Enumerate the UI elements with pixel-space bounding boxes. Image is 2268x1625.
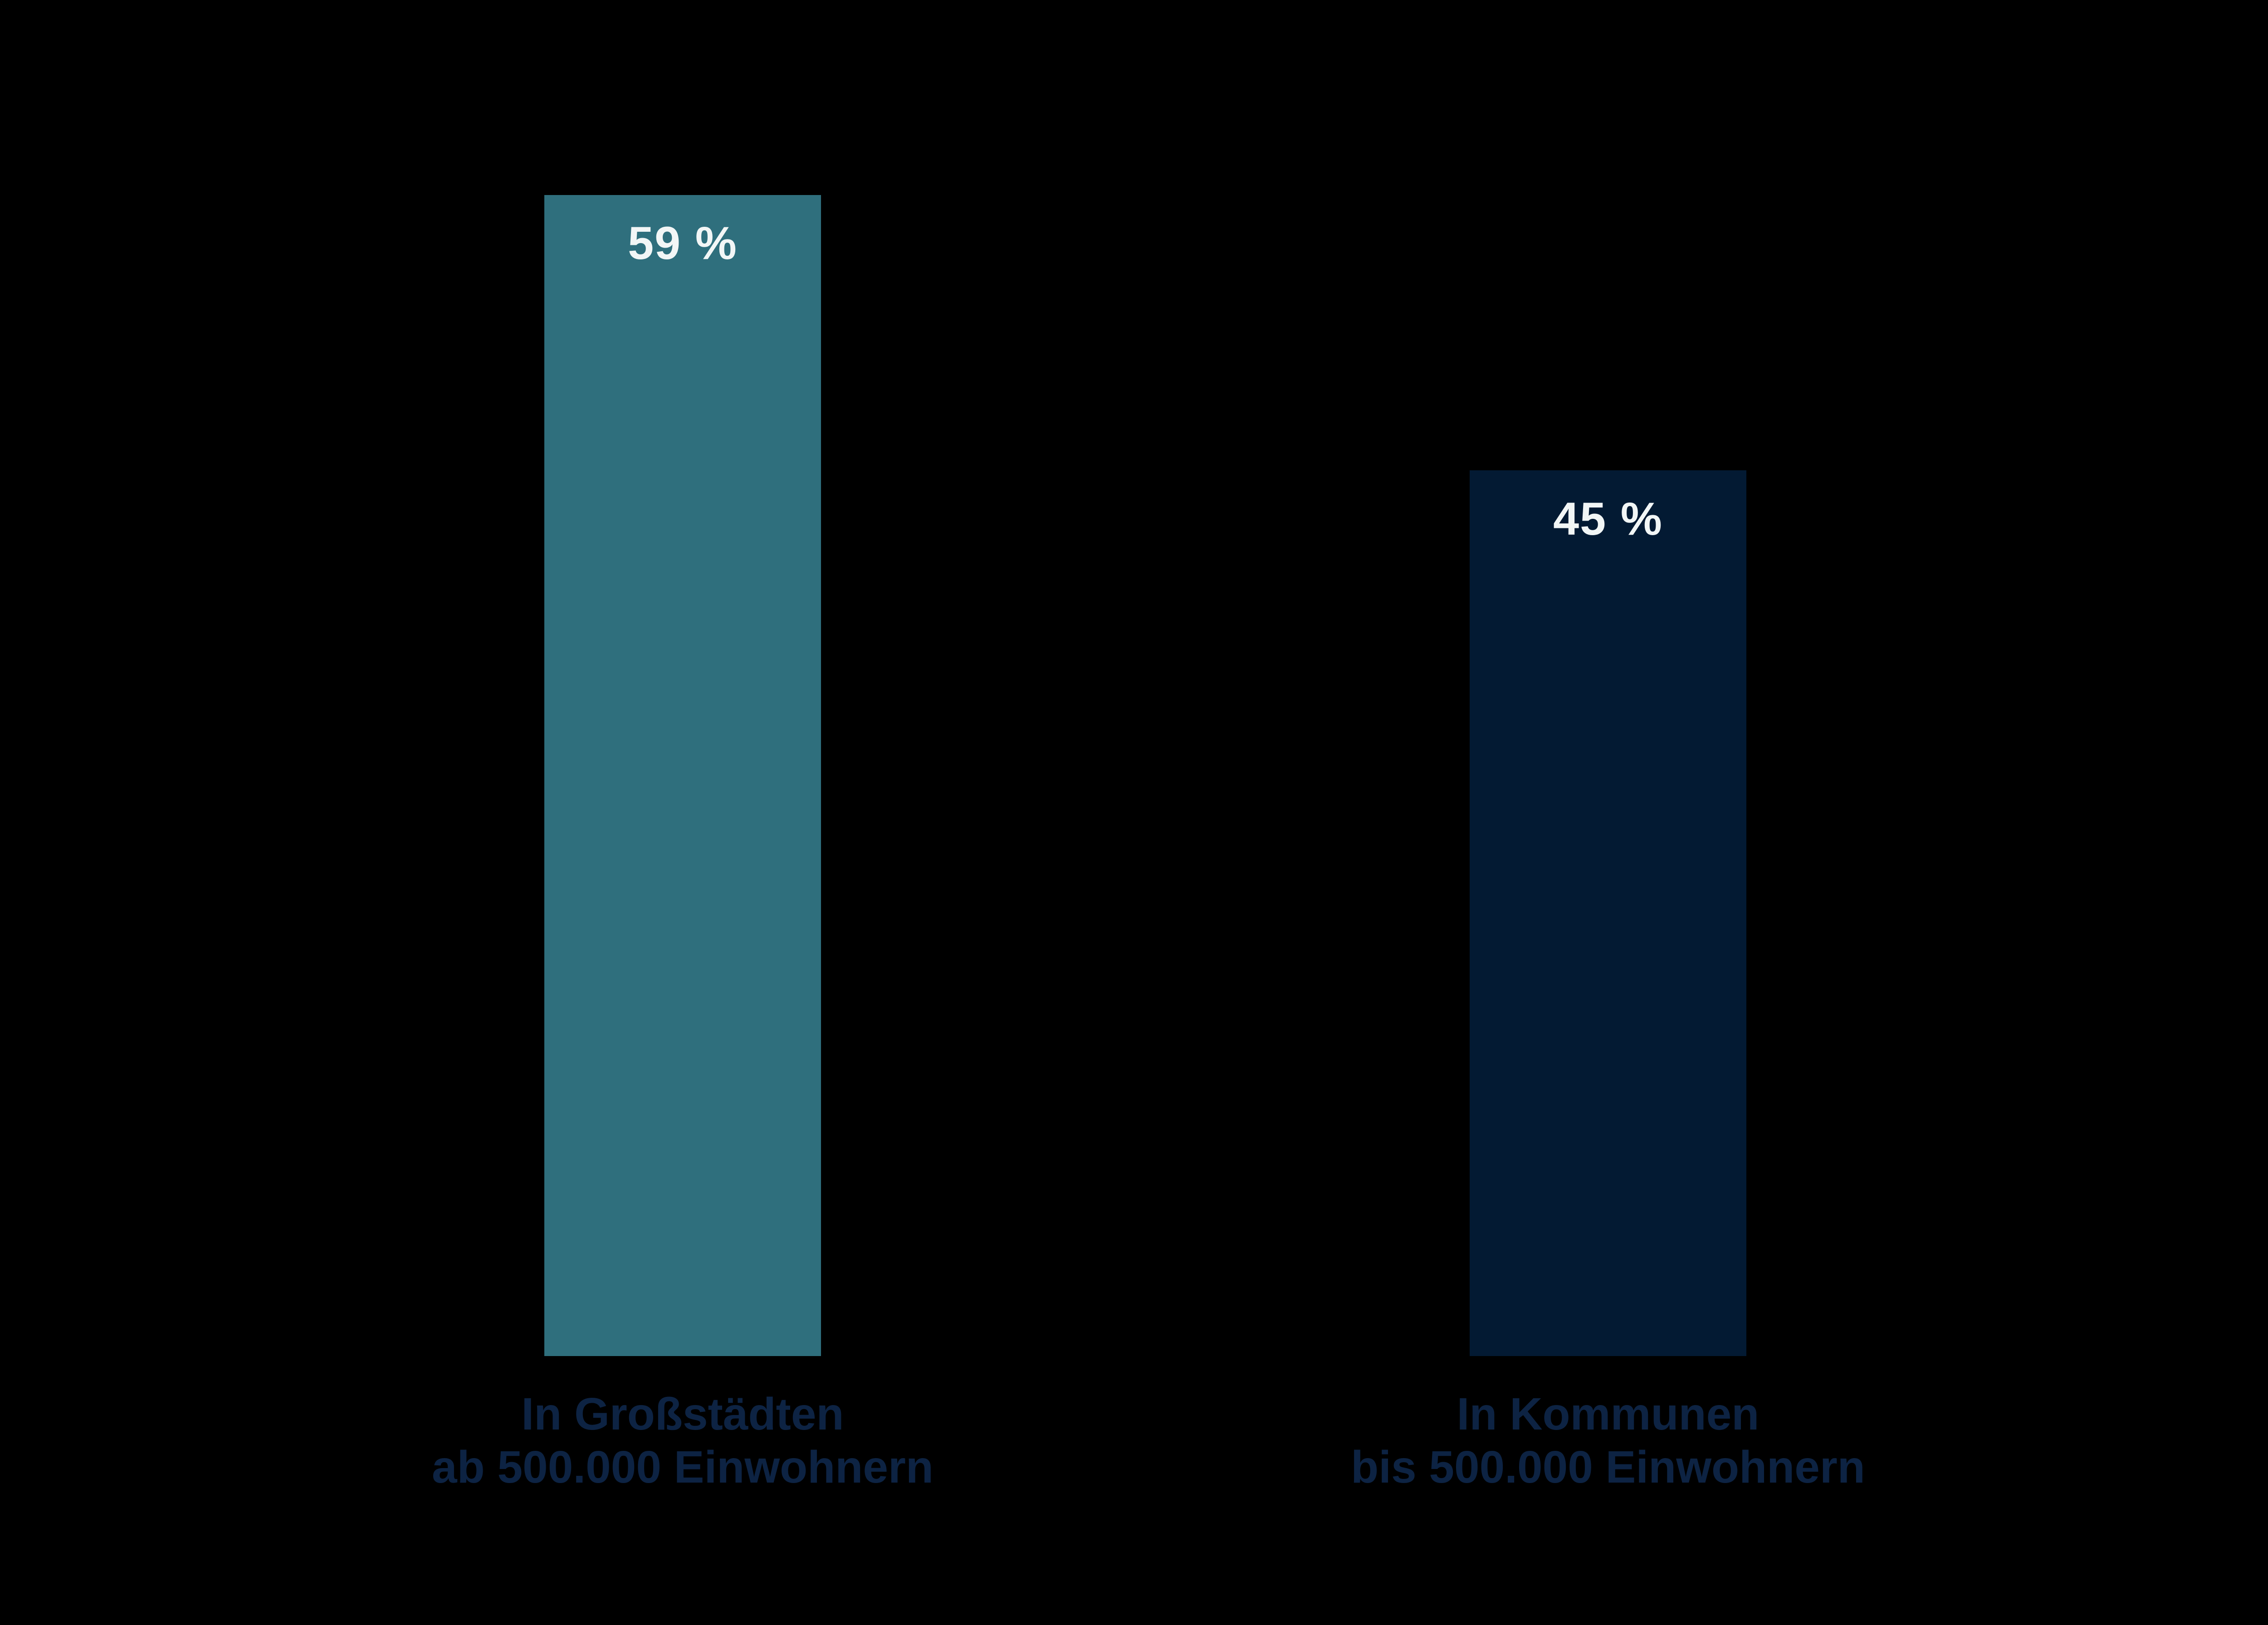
category-label-kommunen-line2: bis 500.000 Einwohnern [1351,1441,1865,1493]
category-label-grossstaedte-line2: ab 500.000 Einwohnern [432,1441,934,1493]
bar-grossstaedte: 59 % [544,195,821,1357]
category-label-kommunen: In Kommunen bis 500.000 Einwohnern [1351,1388,1865,1494]
category-label-grossstaedte-line1: In Großstädten [521,1388,844,1440]
bar-kommunen: 45 % [1470,470,1746,1357]
bar-value-label-kommunen: 45 % [1553,492,1663,545]
bar-value-label-grossstaedte: 59 % [628,217,738,269]
category-label-kommunen-line1: In Kommunen [1457,1388,1760,1440]
category-label-grossstaedte: In Großstädten ab 500.000 Einwohnern [432,1388,934,1494]
